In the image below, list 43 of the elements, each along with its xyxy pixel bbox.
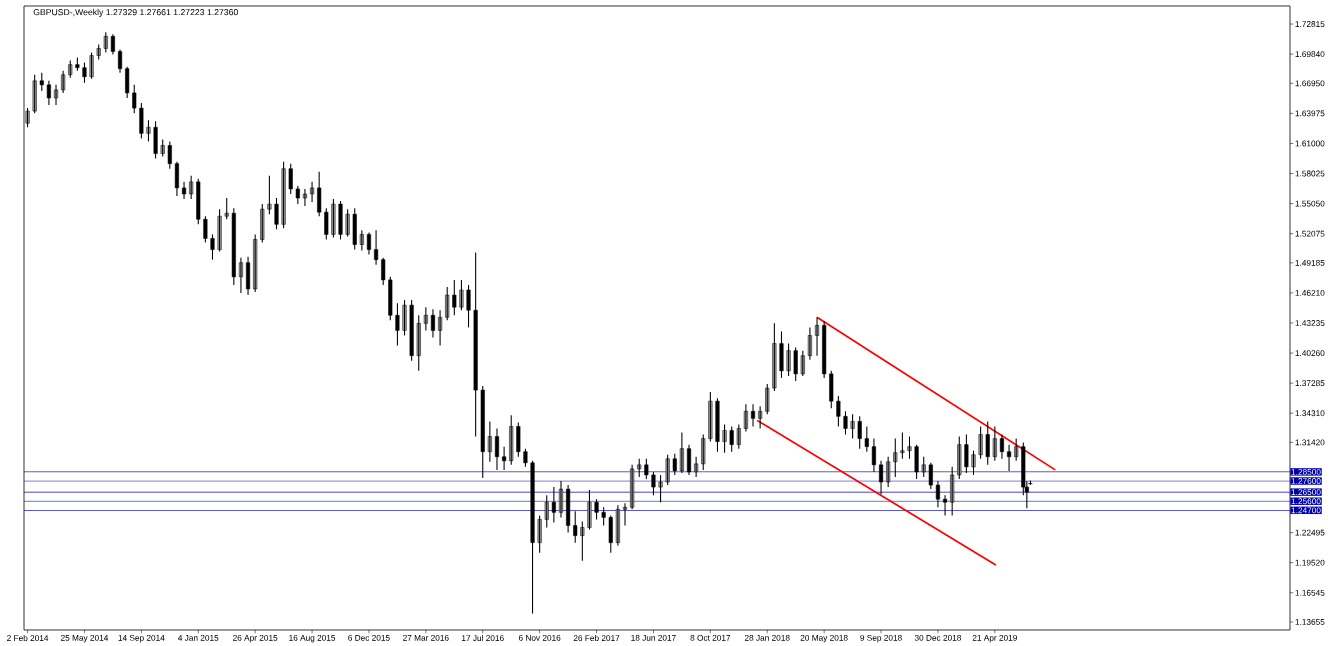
y-tick-label: 1.43235 xyxy=(1295,320,1325,326)
y-tick-label: 1.58025 xyxy=(1295,170,1325,177)
x-tick-label: 30 Dec 2018 xyxy=(914,634,962,641)
ref-line-label: 1.24700 xyxy=(1291,507,1321,514)
y-tick-label: 1.55050 xyxy=(1295,200,1325,207)
y-tick-label: 1.61000 xyxy=(1295,140,1325,147)
x-tick-label: 4 Jan 2015 xyxy=(178,634,219,641)
ref-line-label: 1.26500 xyxy=(1291,489,1321,496)
y-tick-label: 1.66950 xyxy=(1295,80,1325,87)
y-tick-label: 1.72815 xyxy=(1295,21,1325,27)
x-tick-label: 8 Oct 2017 xyxy=(690,634,731,641)
chart-title: GBPUSD-,Weekly 1.27329 1.27661 1.27223 1.27360 xyxy=(33,8,238,17)
x-tick-label: 20 May 2018 xyxy=(800,634,848,643)
x-tick-label: 16 Aug 2015 xyxy=(289,634,336,643)
ref-line-label: 1.28500 xyxy=(1291,468,1321,475)
x-tick-label: 26 Apr 2015 xyxy=(233,634,278,643)
x-tick-label: 6 Nov 2016 xyxy=(518,634,561,641)
y-tick-label: 1.49185 xyxy=(1295,259,1325,266)
x-tick-label: 28 Jan 2018 xyxy=(744,634,790,641)
x-tick-label: 17 Jul 2016 xyxy=(462,634,504,641)
x-tick-label: 26 Feb 2017 xyxy=(573,634,620,641)
x-tick-label: 6 Dec 2015 xyxy=(348,634,390,641)
x-tick-label: 18 Jun 2017 xyxy=(631,634,676,641)
y-tick-label: 1.16545 xyxy=(1295,589,1325,596)
y-tick-label: 1.40260 xyxy=(1295,350,1325,356)
x-tick-label: 21 Apr 2019 xyxy=(972,634,1017,643)
y-tick-label: 1.63975 xyxy=(1295,110,1325,117)
y-tick-label: 1.13655 xyxy=(1295,619,1325,625)
x-tick-label: 14 Sep 2014 xyxy=(118,634,165,643)
x-tick-label: 27 Mar 2016 xyxy=(403,634,449,641)
ref-line-label: 1.27600 xyxy=(1291,478,1321,484)
y-tick-label: 1.31420 xyxy=(1295,439,1325,446)
x-tick-label: 9 Sep 2018 xyxy=(860,634,902,643)
y-tick-label: 1.37285 xyxy=(1295,380,1325,387)
x-tick-label: 25 May 2014 xyxy=(60,634,109,643)
y-tick-label: 1.34310 xyxy=(1295,410,1325,417)
y-tick-label: 1.22495 xyxy=(1295,529,1325,536)
y-tick-label: 1.69840 xyxy=(1295,51,1325,58)
x-tick-label: 2 Feb 2014 xyxy=(7,634,49,641)
y-tick-label: 1.19520 xyxy=(1295,559,1325,566)
y-tick-label: 1.52075 xyxy=(1295,230,1325,237)
ref-line-label: 1.25600 xyxy=(1291,498,1321,505)
y-tick-label: 1.46210 xyxy=(1295,290,1325,296)
